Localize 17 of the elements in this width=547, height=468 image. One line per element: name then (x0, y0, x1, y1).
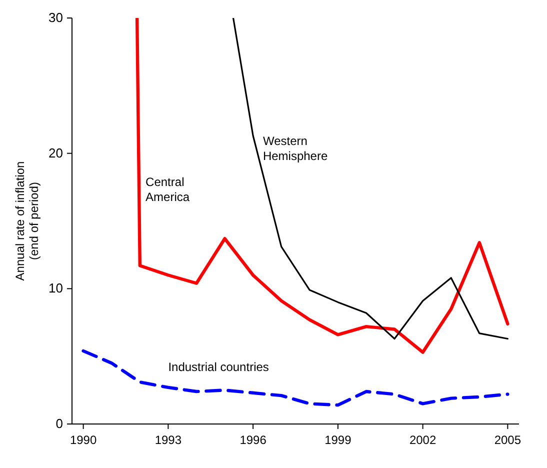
x-tick-label: 1993 (154, 433, 182, 447)
line-series (82, 349, 510, 407)
x-tick-label: 1990 (70, 433, 97, 447)
x-tick-label: 2002 (409, 433, 436, 447)
y-axis-title: Annual rate of inflation (end of period) (13, 161, 41, 281)
x-tick-label: 1999 (324, 433, 352, 447)
y-tick-label: 0 (56, 416, 63, 431)
series-label: Industrial countries (168, 360, 269, 374)
y-tick-label: 10 (48, 280, 63, 296)
x-tick-label: 2005 (494, 433, 522, 447)
line-series (135, 18, 510, 354)
series-label: Central America (146, 174, 190, 204)
y-tick-label: 30 (48, 10, 63, 25)
line-series (232, 18, 508, 340)
series-label: Western Hemisphere (262, 134, 328, 164)
y-tick-label: 20 (48, 145, 63, 160)
x-tick-label: 1996 (240, 433, 267, 447)
